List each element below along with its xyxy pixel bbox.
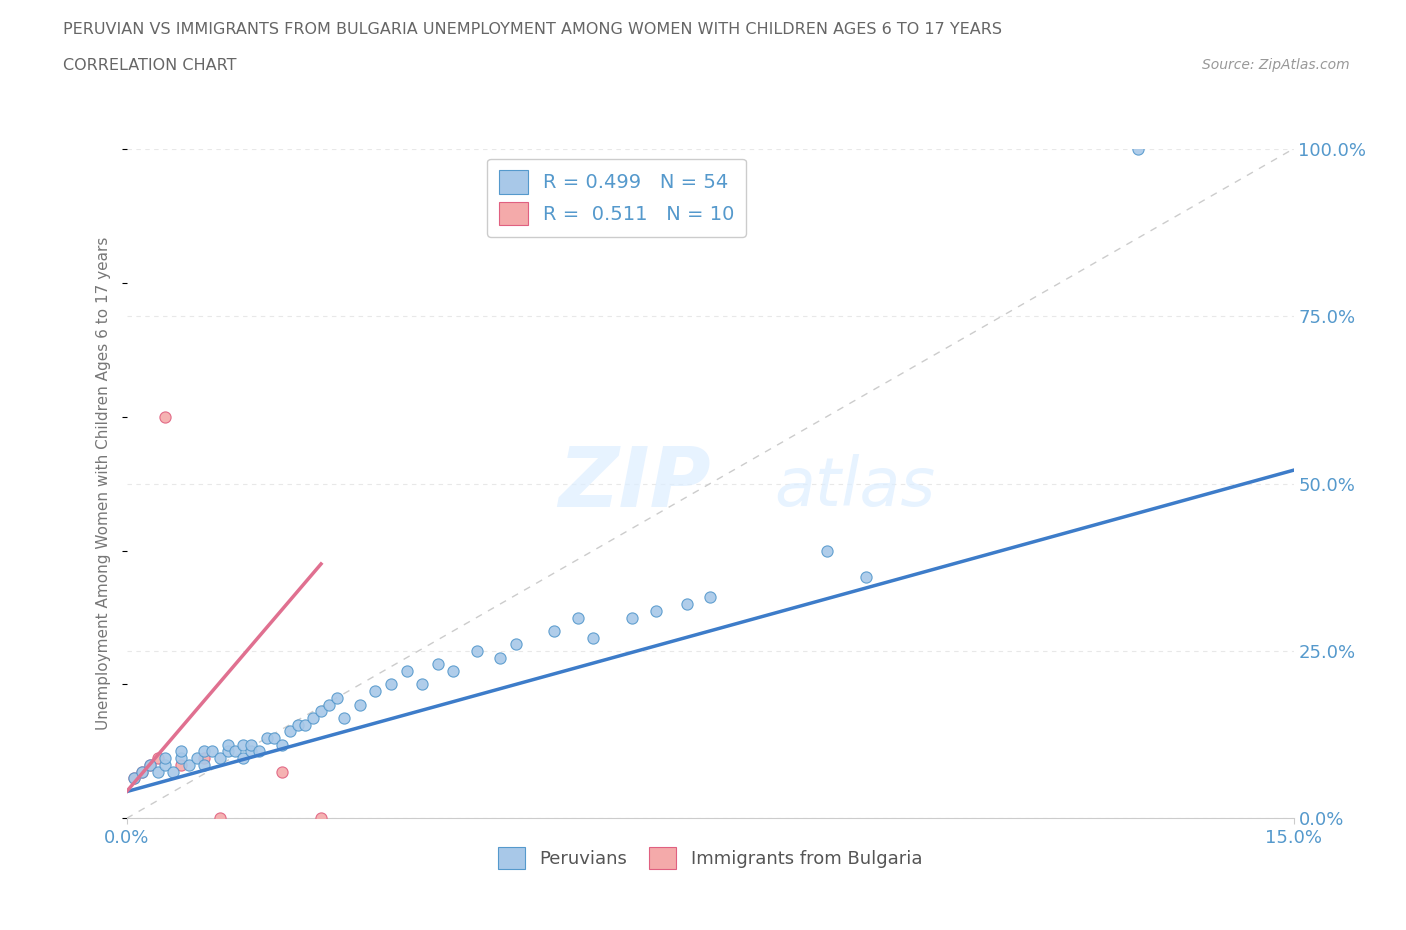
- Point: [170, 757, 193, 772]
- Point: [170, 744, 193, 759]
- Point: [224, 744, 246, 759]
- Text: PERUVIAN VS IMMIGRANTS FROM BULGARIA UNEMPLOYMENT AMONG WOMEN WITH CHILDREN AGES: PERUVIAN VS IMMIGRANTS FROM BULGARIA UNE…: [63, 22, 1002, 37]
- Text: atlas: atlas: [775, 454, 935, 520]
- Point: [489, 650, 512, 665]
- Point: [124, 771, 146, 786]
- Point: [349, 698, 371, 712]
- Point: [287, 717, 309, 732]
- Point: [644, 604, 666, 618]
- Point: [325, 690, 347, 705]
- Point: [333, 711, 356, 725]
- Point: [208, 751, 231, 765]
- Point: [240, 737, 263, 752]
- Point: [1126, 141, 1149, 156]
- Point: [505, 637, 527, 652]
- Point: [411, 677, 433, 692]
- Point: [318, 698, 340, 712]
- Point: [217, 744, 239, 759]
- Point: [186, 751, 208, 765]
- Text: Source: ZipAtlas.com: Source: ZipAtlas.com: [1202, 58, 1350, 72]
- Point: [232, 751, 254, 765]
- Point: [426, 657, 449, 671]
- Point: [567, 610, 589, 625]
- Point: [815, 543, 838, 558]
- Point: [232, 737, 254, 752]
- Point: [309, 704, 332, 719]
- Point: [309, 811, 332, 826]
- Point: [441, 664, 464, 679]
- Point: [155, 757, 177, 772]
- Point: [302, 711, 325, 725]
- Point: [543, 623, 565, 638]
- Point: [621, 610, 644, 625]
- Point: [271, 737, 294, 752]
- Point: [855, 570, 877, 585]
- Point: [294, 717, 316, 732]
- Text: CORRELATION CHART: CORRELATION CHART: [63, 58, 236, 73]
- Text: ZIP: ZIP: [558, 443, 711, 525]
- Point: [271, 764, 294, 779]
- Point: [162, 764, 184, 779]
- Point: [675, 597, 697, 612]
- Point: [139, 757, 162, 772]
- Point: [201, 744, 224, 759]
- Point: [208, 811, 231, 826]
- Point: [465, 644, 488, 658]
- Point: [364, 684, 387, 698]
- Point: [170, 751, 193, 765]
- Point: [124, 771, 146, 786]
- Point: [155, 409, 177, 424]
- Point: [193, 744, 215, 759]
- Point: [699, 590, 721, 604]
- Point: [247, 744, 270, 759]
- Point: [193, 757, 215, 772]
- Point: [146, 764, 169, 779]
- Point: [131, 764, 153, 779]
- Point: [146, 751, 169, 765]
- Point: [380, 677, 402, 692]
- Point: [263, 731, 285, 746]
- Point: [139, 757, 162, 772]
- Point: [217, 737, 239, 752]
- Point: [155, 751, 177, 765]
- Point: [177, 757, 200, 772]
- Point: [240, 744, 263, 759]
- Point: [582, 631, 605, 645]
- Point: [278, 724, 301, 738]
- Legend: Peruvians, Immigrants from Bulgaria: Peruvians, Immigrants from Bulgaria: [491, 840, 929, 876]
- Point: [256, 731, 278, 746]
- Y-axis label: Unemployment Among Women with Children Ages 6 to 17 years: Unemployment Among Women with Children A…: [96, 237, 111, 730]
- Point: [131, 764, 153, 779]
- Point: [395, 664, 418, 679]
- Point: [193, 751, 215, 765]
